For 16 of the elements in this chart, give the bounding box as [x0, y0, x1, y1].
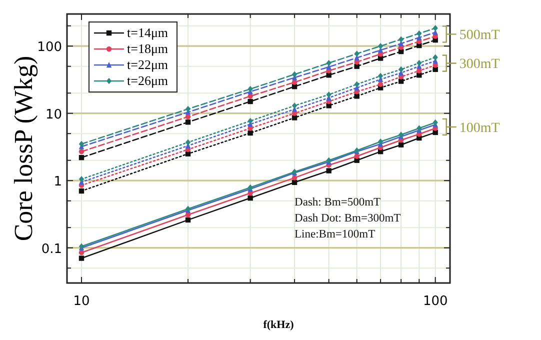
legend-label: t=22μm — [127, 57, 168, 72]
annotation: Line:Bm=100mT — [294, 228, 376, 241]
annotation: Dash Dot: Bm=300mT — [294, 212, 401, 225]
y-tick-label: 10 — [45, 107, 62, 122]
legend-label: t=14μm — [127, 25, 168, 40]
y-tick-label: 0.1 — [41, 242, 62, 257]
text: 500mT — [459, 28, 500, 44]
y-axis-title: Core lossP (Wkg) — [9, 56, 38, 242]
y-tick-label: 100 — [37, 40, 62, 56]
text: 300mT — [459, 57, 500, 72]
text: 100mT — [459, 120, 500, 136]
y-tick-label: 1 — [54, 174, 62, 190]
legend-label: t=18μm — [127, 41, 168, 56]
legend-label: t=26μm — [127, 73, 168, 88]
x-axis-title: f(kHz) — [263, 319, 294, 331]
annotation: Dash: Bm=500mT — [294, 196, 381, 209]
